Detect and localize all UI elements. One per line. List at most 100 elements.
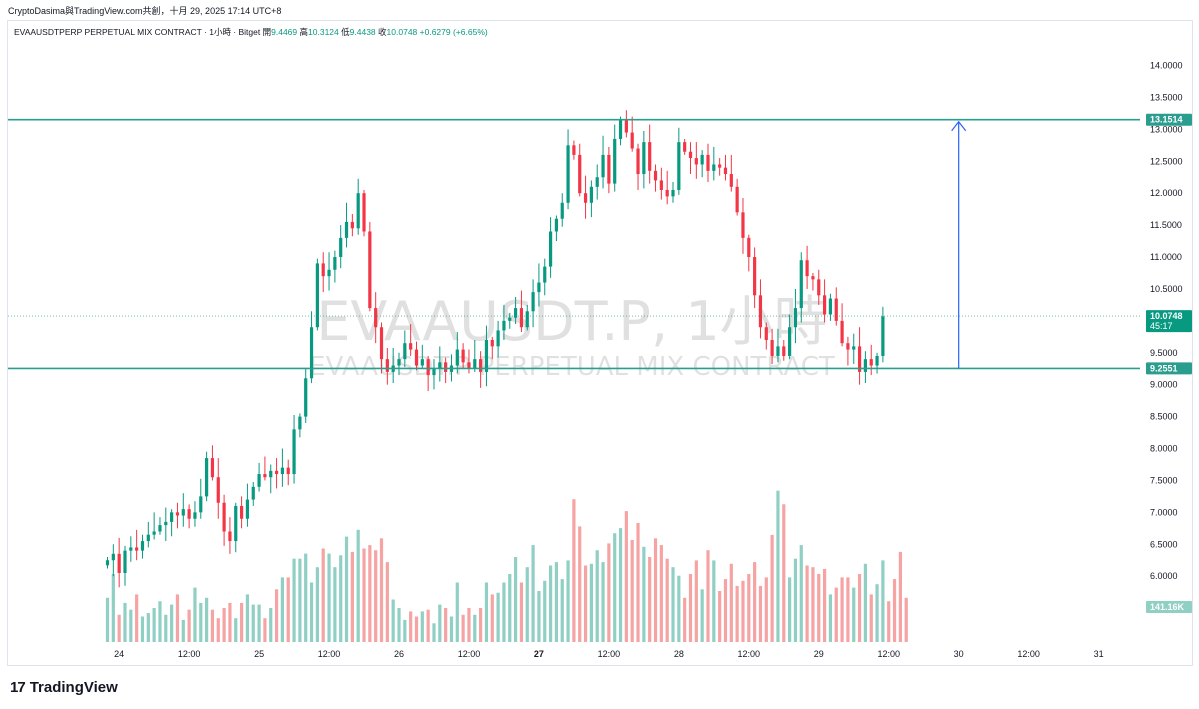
volume-bar [257, 604, 261, 642]
volume-bar [309, 582, 314, 642]
candle-body [834, 298, 838, 321]
volume-bar [578, 526, 582, 642]
x-tick-label: 12:00 [877, 649, 900, 659]
volume-bar [350, 551, 354, 642]
volume-bar [391, 599, 395, 642]
volume-bar [333, 567, 337, 642]
volume-bar [175, 594, 180, 642]
last-price-tag-box [1146, 310, 1192, 333]
candle-body [385, 359, 389, 372]
candle-body [438, 362, 442, 369]
volume-bar [205, 597, 209, 642]
volume-bar [519, 582, 524, 642]
symbol-line[interactable]: EVAAUSDTPERP PERPETUAL MIX CONTRACT · 1小… [14, 27, 261, 37]
candle-body [572, 145, 576, 155]
x-tick-label: 12:00 [1017, 649, 1040, 659]
volume-bar [648, 557, 652, 642]
volume-bar [566, 560, 570, 642]
volume-bar [624, 511, 628, 642]
volume-bar [607, 543, 611, 642]
candle-body [583, 193, 588, 203]
price-axis[interactable]: 14.0000 13.5000 13.0000 12.5000 12.0000 11.50… [1146, 61, 1192, 614]
candle-body [607, 154, 611, 184]
volume-bar [554, 562, 559, 642]
volume-bar [653, 538, 658, 642]
volume-bar [875, 584, 879, 642]
x-tick-label: 12:00 [178, 649, 201, 659]
candle-body [210, 458, 215, 478]
candle-body [298, 416, 302, 430]
candle-body [514, 308, 518, 318]
candle-body [852, 346, 856, 350]
candle-body [245, 499, 250, 519]
volume-tag-text: 141.16K [1150, 602, 1185, 612]
candle-body [111, 553, 115, 561]
candle-body [409, 343, 413, 350]
hline-price-tag-text: 13.1514 [1150, 115, 1183, 125]
volume-bar [438, 604, 442, 642]
volume-bar [793, 558, 798, 642]
volume-bar [887, 601, 891, 642]
volume-bar [706, 550, 710, 642]
candle-body [344, 221, 349, 238]
volume-bar [613, 533, 617, 642]
x-tick-label: 12:00 [598, 649, 621, 659]
candle-body [234, 505, 238, 542]
hline-price-tag-text: 9.2551 [1150, 363, 1178, 373]
y-tick-label: 7.0000 [1150, 507, 1178, 517]
candle-body [205, 458, 209, 497]
candle-body [356, 193, 360, 229]
volume-bar [776, 490, 780, 642]
volume-bar [747, 574, 751, 642]
y-tick-label: 12.5000 [1150, 156, 1183, 166]
volume-bar [286, 577, 290, 642]
candle-body [461, 349, 465, 363]
volume-bar [753, 562, 757, 642]
drawings[interactable] [8, 118, 1140, 370]
time-axis[interactable]: 24 12:00 25 12:00 26 12:00 27 12:00 28 12:00 29 12:… [114, 649, 1103, 659]
watermark-symbol: EVAAUSDT.P, 1小時 [316, 290, 827, 353]
candle-body [315, 263, 319, 328]
y-tick-label: 6.0000 [1150, 571, 1178, 581]
candle-body [788, 327, 792, 356]
volume-bar [630, 540, 634, 642]
candle-body [817, 279, 821, 296]
volume-bar [385, 562, 389, 642]
high-value: 10.3124 [308, 27, 339, 37]
volume-bar [479, 608, 483, 642]
volume-bar [723, 579, 728, 642]
candle-body [187, 509, 191, 519]
y-tick-label: 8.0000 [1150, 444, 1178, 454]
volume-bar [193, 587, 197, 642]
volume-bar [362, 548, 366, 642]
candle-body [175, 512, 180, 516]
candle-body [548, 231, 553, 267]
x-tick-label: 26 [394, 649, 404, 659]
volume-bar [788, 577, 792, 642]
volume-bar [857, 574, 862, 642]
volume-bar [548, 565, 553, 642]
tradingview-logo-text: TradingView [29, 679, 118, 696]
candle-body [181, 509, 185, 516]
volume-bar [216, 618, 220, 642]
candle-body [484, 340, 489, 372]
volume-bar [688, 574, 693, 642]
volume-bar [135, 594, 139, 642]
candle-body [199, 496, 203, 513]
tradingview-logo[interactable]: 17 TradingView [10, 679, 118, 696]
volume-bar [111, 574, 115, 642]
volume-bar [461, 614, 465, 642]
volume-bar [537, 591, 541, 642]
volume-bar [409, 611, 413, 642]
candle-body [799, 260, 803, 309]
volume-bar [758, 585, 763, 642]
y-tick-label: 6.5000 [1150, 539, 1178, 549]
volume-bar [181, 619, 185, 642]
hline-price-tag-box [1146, 362, 1192, 375]
candle-body [869, 359, 873, 366]
volume-bar [397, 608, 401, 642]
volume-bar [729, 563, 733, 642]
volume-tag-box [1146, 601, 1192, 613]
volume-bar [152, 608, 156, 642]
